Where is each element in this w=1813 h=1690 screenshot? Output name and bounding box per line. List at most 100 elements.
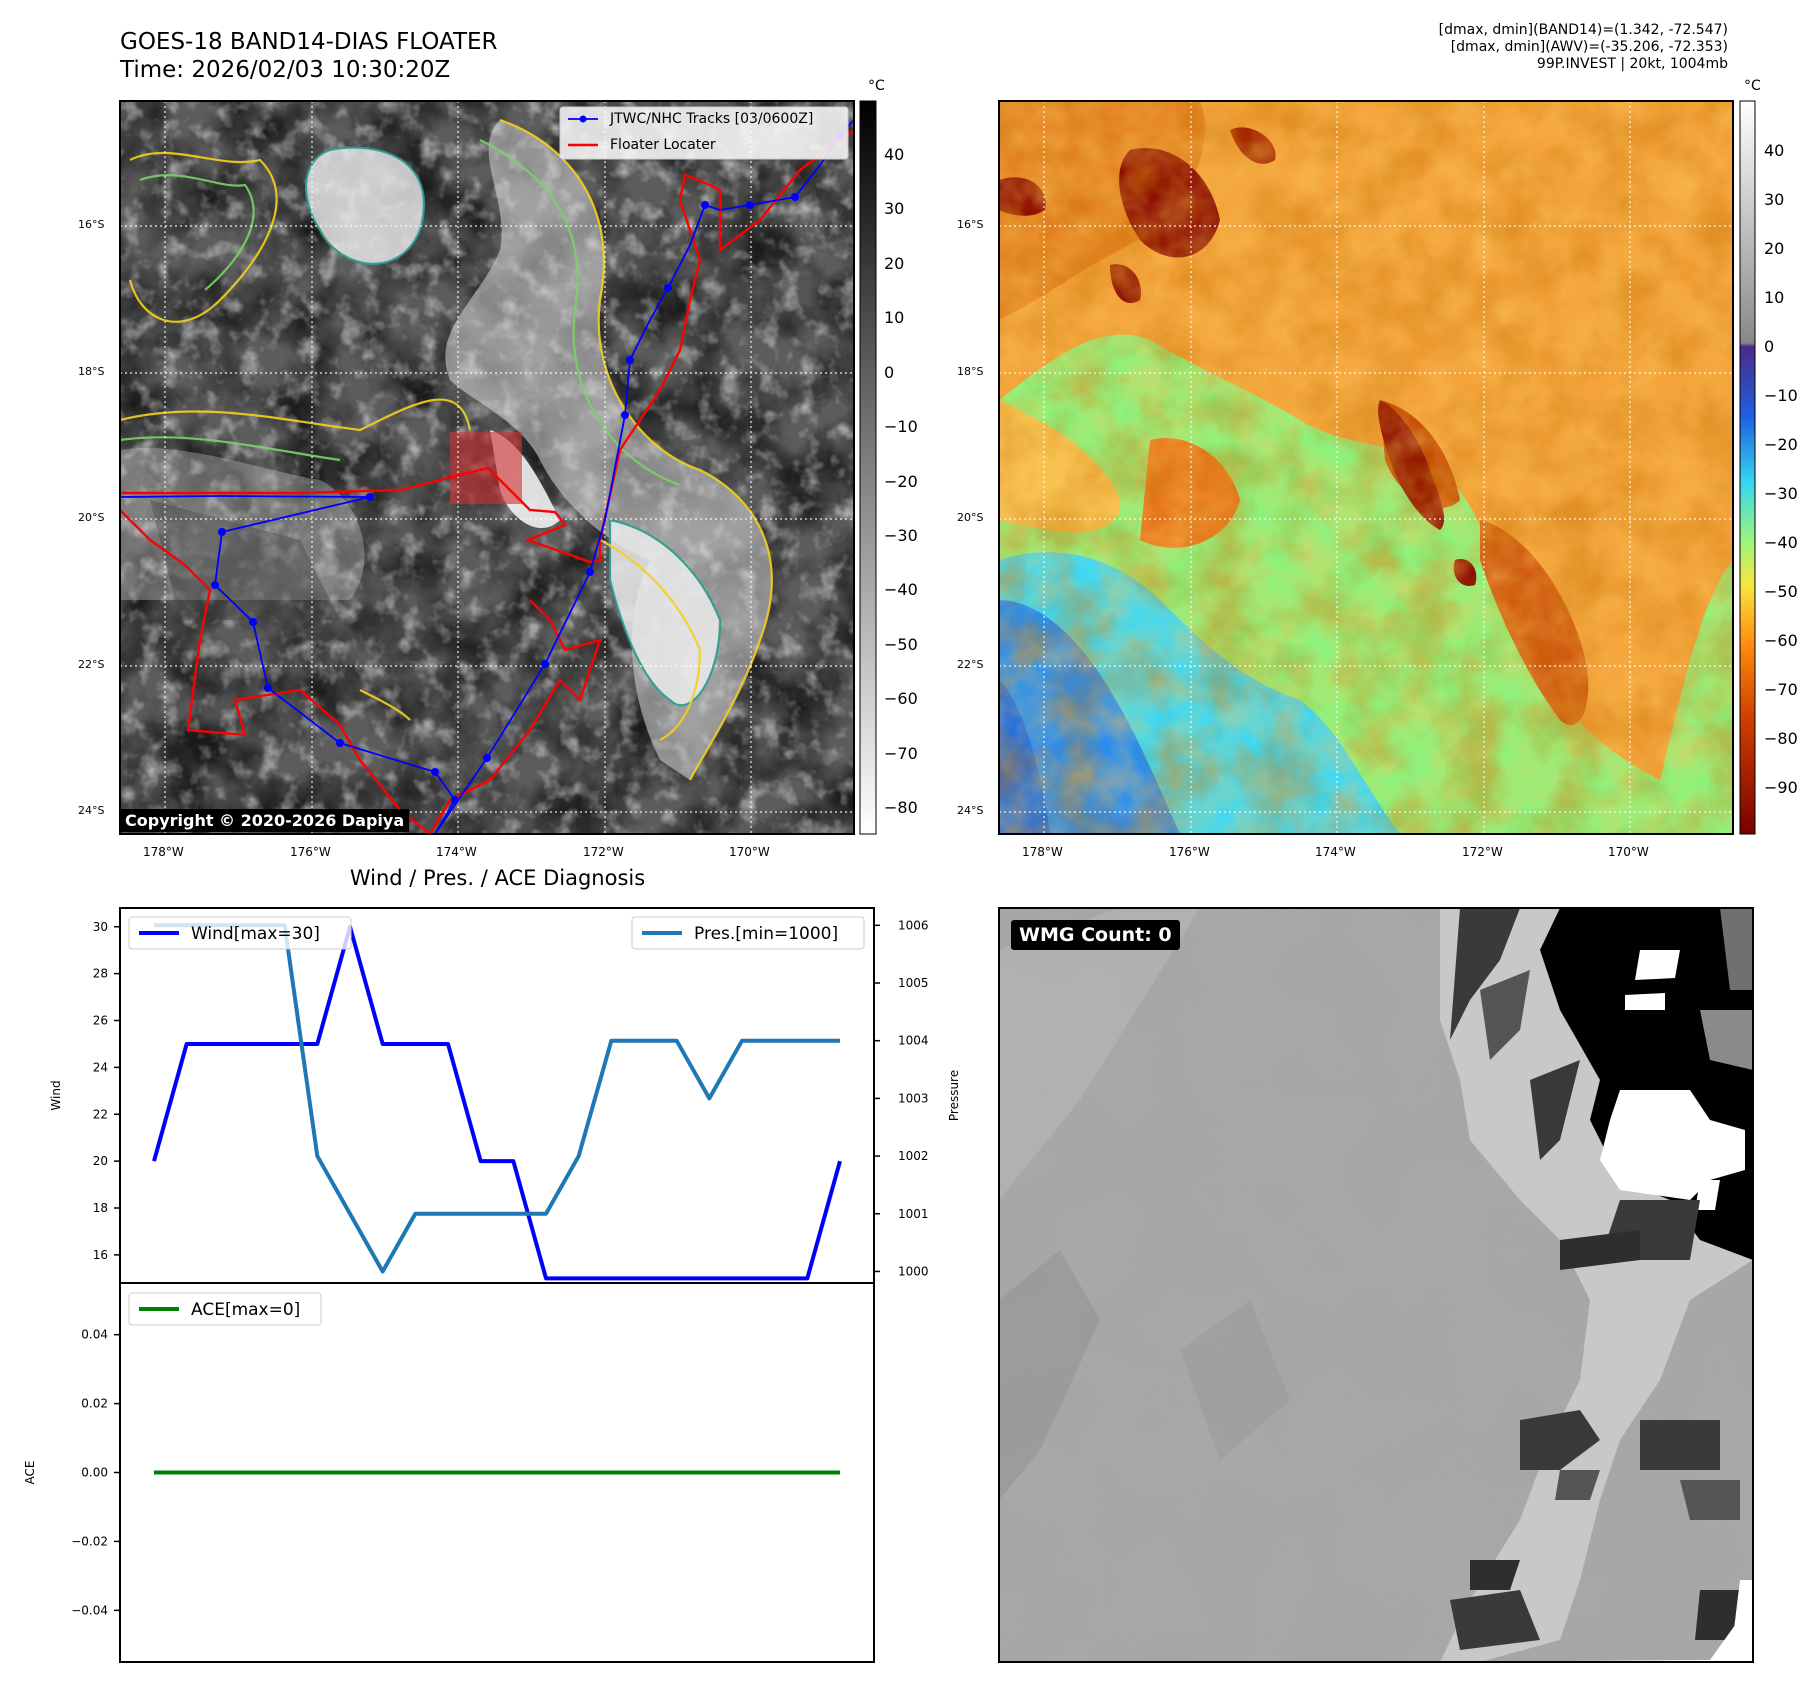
pressure-tick-label: 1003 [898, 1091, 929, 1105]
right-cbar-tick: −60 [1764, 631, 1798, 650]
left-colorbar-unit: °C [868, 78, 885, 94]
left-cbar-tick: 0 [884, 363, 895, 382]
left-lon-label-174: 174°W [436, 845, 477, 859]
right-cbar-tick: −70 [1764, 680, 1798, 699]
right-cbar-tick: 20 [1764, 239, 1785, 258]
wmg-count-label: WMG Count: 0 [1011, 920, 1180, 950]
wind-tick-label: 16 [93, 1248, 108, 1262]
left-lat-label-16: 16°S [78, 218, 105, 231]
left-cbar-tick: −10 [884, 417, 918, 436]
left-cbar-tick: −60 [884, 689, 918, 708]
legend-floater-label: Floater Locater [610, 137, 716, 153]
left-cbar-tick: −30 [884, 526, 918, 545]
right-lon-label-174: 174°W [1315, 845, 1356, 859]
info-block: [dmax, dmin](BAND14)=(1.342, -72.547) [d… [1439, 22, 1728, 73]
right-colorbar [1739, 100, 1756, 835]
info-line-3: 99P.INVEST | 20kt, 1004mb [1536, 56, 1728, 72]
right-lat-label-18: 18°S [957, 365, 984, 378]
ace-legend-label: ACE[max=0] [191, 1300, 300, 1320]
right-lon-label-172: 172°W [1462, 845, 1503, 859]
pressure-tick-label: 1005 [898, 976, 929, 990]
left-lon-label-172: 172°W [583, 845, 624, 859]
pressure-tick-label: 1006 [898, 918, 929, 932]
left-cbar-tick: −40 [884, 580, 918, 599]
copyright-label: Copyright © 2020-2026 Dapiya [120, 809, 410, 832]
wind-tick-label: 20 [93, 1154, 108, 1168]
title-line-2: Time: 2026/02/03 10:30:20Z [120, 57, 451, 83]
wind-tick-label: 22 [93, 1107, 108, 1121]
wind-tick-label: 28 [93, 967, 108, 981]
left-colorbar [859, 100, 877, 835]
left-cbar-tick: −50 [884, 635, 918, 654]
wmg-image [999, 908, 1753, 1662]
right-cbar-tick: −30 [1764, 484, 1798, 503]
right-cbar-tick: −20 [1764, 435, 1798, 454]
info-line-1: [dmax, dmin](BAND14)=(1.342, -72.547) [1438, 22, 1728, 38]
diagnosis-title: Wind / Pres. / ACE Diagnosis [349, 866, 646, 890]
left-cbar-tick: 30 [884, 199, 905, 218]
pressure-tick-label: 1000 [898, 1264, 929, 1278]
right-cbar-tick: −50 [1764, 582, 1798, 601]
awv-map-image [999, 101, 1733, 834]
left-lat-label-22: 22°S [78, 658, 105, 671]
left-lon-label-176: 176°W [290, 845, 331, 859]
right-cbar-tick: 10 [1764, 288, 1785, 307]
left-cbar-tick: 20 [884, 254, 905, 273]
right-cbar-tick: 0 [1764, 337, 1775, 356]
ace-tick-label: 0.00 [81, 1466, 108, 1480]
wind-legend-label: Wind[max=30] [191, 924, 320, 944]
right-lat-label-24: 24°S [957, 804, 984, 817]
left-cbar-tick: −70 [884, 744, 918, 763]
wind-tick-label: 24 [93, 1060, 108, 1074]
right-cbar-tick: −90 [1764, 778, 1798, 797]
left-lat-label-20: 20°S [78, 511, 105, 524]
info-line-2: [dmax, dmin](AWV)=(-35.206, -72.353) [1450, 39, 1728, 55]
ir-map-image [120, 101, 854, 834]
right-lat-label-22: 22°S [957, 658, 984, 671]
wind-tick-label: 30 [93, 920, 108, 934]
map-legend [559, 106, 849, 160]
wind-series-line [152, 924, 842, 1281]
pressure-tick-label: 1004 [898, 1034, 929, 1048]
title-line-1: GOES-18 BAND14-DIAS FLOATER [120, 29, 498, 55]
pressure-tick-label: 1001 [898, 1207, 929, 1221]
right-cbar-tick: 30 [1764, 190, 1785, 209]
right-lon-label-178: 178°W [1022, 845, 1063, 859]
right-lat-label-16: 16°S [957, 218, 984, 231]
right-lon-label-176: 176°W [1169, 845, 1210, 859]
left-lat-label-24: 24°S [78, 804, 105, 817]
right-cbar-tick: −10 [1764, 386, 1798, 405]
wind-tick-label: 26 [93, 1014, 108, 1028]
left-cbar-tick: 40 [884, 145, 905, 164]
pressure-legend-label: Pres.[min=1000] [694, 924, 838, 944]
wind-tick-label: 18 [93, 1201, 108, 1215]
wind-axis-label: Wind [49, 1080, 63, 1110]
ace-tick-label: 0.04 [81, 1328, 108, 1342]
pressure-series-line [154, 923, 840, 1274]
ace-axis-label: ACE [23, 1461, 37, 1485]
right-lon-label-170: 170°W [1608, 845, 1649, 859]
ace-legend-box [128, 1292, 322, 1326]
left-lon-label-170: 170°W [729, 845, 770, 859]
left-lon-label-178: 178°W [143, 845, 184, 859]
ace-tick-label: −0.04 [71, 1603, 108, 1617]
pressure-axis-label: Pressure [947, 1070, 961, 1121]
right-cbar-tick: −80 [1764, 729, 1798, 748]
right-cbar-tick: 40 [1764, 141, 1785, 160]
left-cbar-tick: −80 [884, 798, 918, 817]
right-colorbar-unit: °C [1744, 78, 1761, 94]
pressure-tick-label: 1002 [898, 1149, 929, 1163]
right-lat-label-20: 20°S [957, 511, 984, 524]
ace-tick-label: −0.02 [71, 1534, 108, 1548]
right-cbar-tick: −40 [1764, 533, 1798, 552]
wind-legend-box [128, 916, 352, 950]
figure-title: GOES-18 BAND14-DIAS FLOATER Time: 2026/0… [120, 28, 498, 84]
left-cbar-tick: −20 [884, 472, 918, 491]
left-lat-label-18: 18°S [78, 365, 105, 378]
wind-pressure-frame [119, 907, 875, 1284]
left-cbar-tick: 10 [884, 308, 905, 327]
legend-tracks-label: JTWC/NHC Tracks [03/0600Z] [610, 111, 814, 127]
ace-tick-label: 0.02 [81, 1397, 108, 1411]
